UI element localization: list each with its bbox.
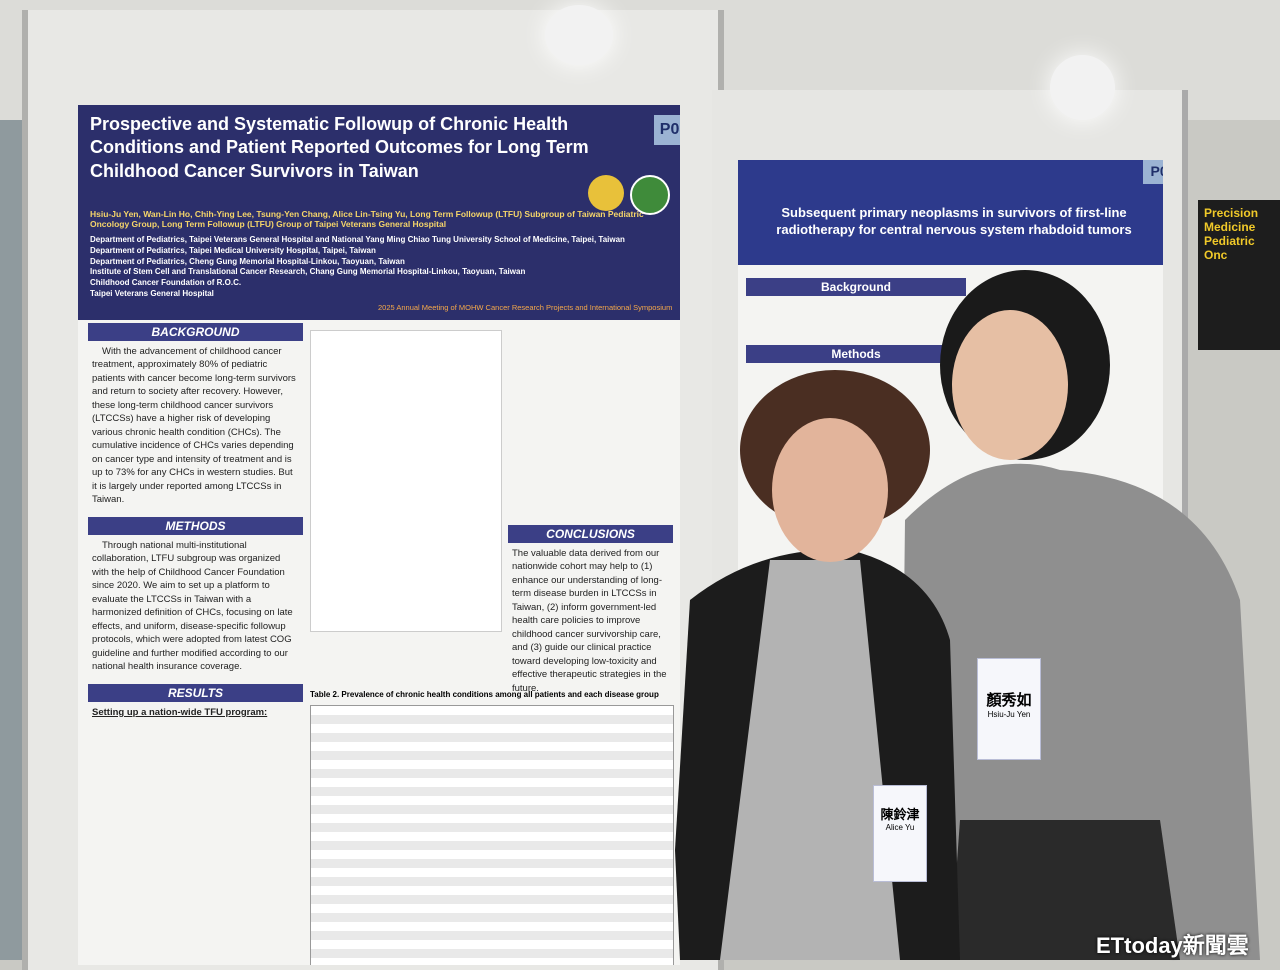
badge-name: 陳鈴津	[880, 807, 920, 822]
badge-latin: Alice Yu	[885, 823, 915, 832]
poster-header: Subsequent primary neoplasms in survivor…	[738, 160, 1163, 265]
column: CONCLUSIONS The valuable data derived fr…	[508, 525, 673, 699]
affiliation: Institute of Stem Cell and Translational…	[90, 267, 526, 277]
watermark: ETtoday新聞雲	[1096, 933, 1249, 958]
affiliation: Department of Pediatrics, Taipei Medical…	[90, 245, 376, 255]
affiliation: Department of Pediatrics, Taipei Veteran…	[90, 235, 625, 244]
poster-title: Precision Medicine Pediatric Onc	[1198, 200, 1280, 350]
section-heading: Background	[746, 278, 966, 296]
logo	[588, 175, 624, 211]
lamp	[545, 5, 613, 65]
affiliation: Taipei Veterans General Hospital	[90, 288, 214, 298]
poster-authors: Hsiu-Ju Yen, Wan-Lin Ho, Chih-Ying Lee, …	[90, 209, 644, 229]
table	[310, 705, 674, 965]
section-subheading: Setting up a nation-wide TFU program:	[92, 706, 268, 718]
badge-latin: Hsiu-Ju Yen	[987, 710, 1031, 719]
section-text: The valuable data derived from our natio…	[512, 548, 667, 694]
face	[772, 418, 888, 562]
section-heading: METHODS	[88, 516, 303, 535]
section-heading: RESULTS	[88, 683, 303, 702]
section-heading: CONCLUSIONS	[508, 525, 673, 543]
poster-number: P08	[654, 115, 680, 145]
lamp	[1050, 55, 1115, 120]
section-text: With the advancement of childhood cancer…	[92, 346, 296, 506]
poster-header: Prospective and Systematic Followup of C…	[78, 105, 680, 320]
blouse	[720, 560, 900, 960]
name-badge: 顏秀如 Hsiu-Ju Yen	[977, 658, 1041, 760]
face	[952, 310, 1068, 460]
section-heading: Methods	[746, 345, 966, 363]
section-text: Through national multi-institutional col…	[92, 539, 293, 673]
meeting: 2025 Annual Meeting of MOHW Cancer Resea…	[378, 303, 673, 312]
badge-name: 顏秀如	[986, 692, 1032, 709]
poster-title: Prospective and Systematic Followup of C…	[90, 114, 589, 181]
poster-title: Subsequent primary neoplasms in survivor…	[776, 205, 1132, 237]
name-badge: 陳鈴津 Alice Yu	[873, 785, 927, 882]
affiliation: Department of Pediatrics, Cheng Gung Mem…	[90, 256, 405, 266]
poster-number: P09	[1143, 160, 1163, 184]
column: BACKGROUND With the advancement of child…	[88, 323, 303, 723]
logo	[630, 175, 670, 215]
trousers	[950, 820, 1180, 960]
table-figure	[310, 330, 502, 632]
affiliation: Childhood Cancer Foundation of R.O.C.	[90, 278, 242, 288]
poster-left: Prospective and Systematic Followup of C…	[78, 105, 680, 965]
table-title: Table 2. Prevalence of chronic health co…	[310, 690, 659, 699]
section-heading: BACKGROUND	[88, 323, 303, 341]
affiliations: Department of Pediatrics, Taipei Veteran…	[90, 235, 665, 300]
